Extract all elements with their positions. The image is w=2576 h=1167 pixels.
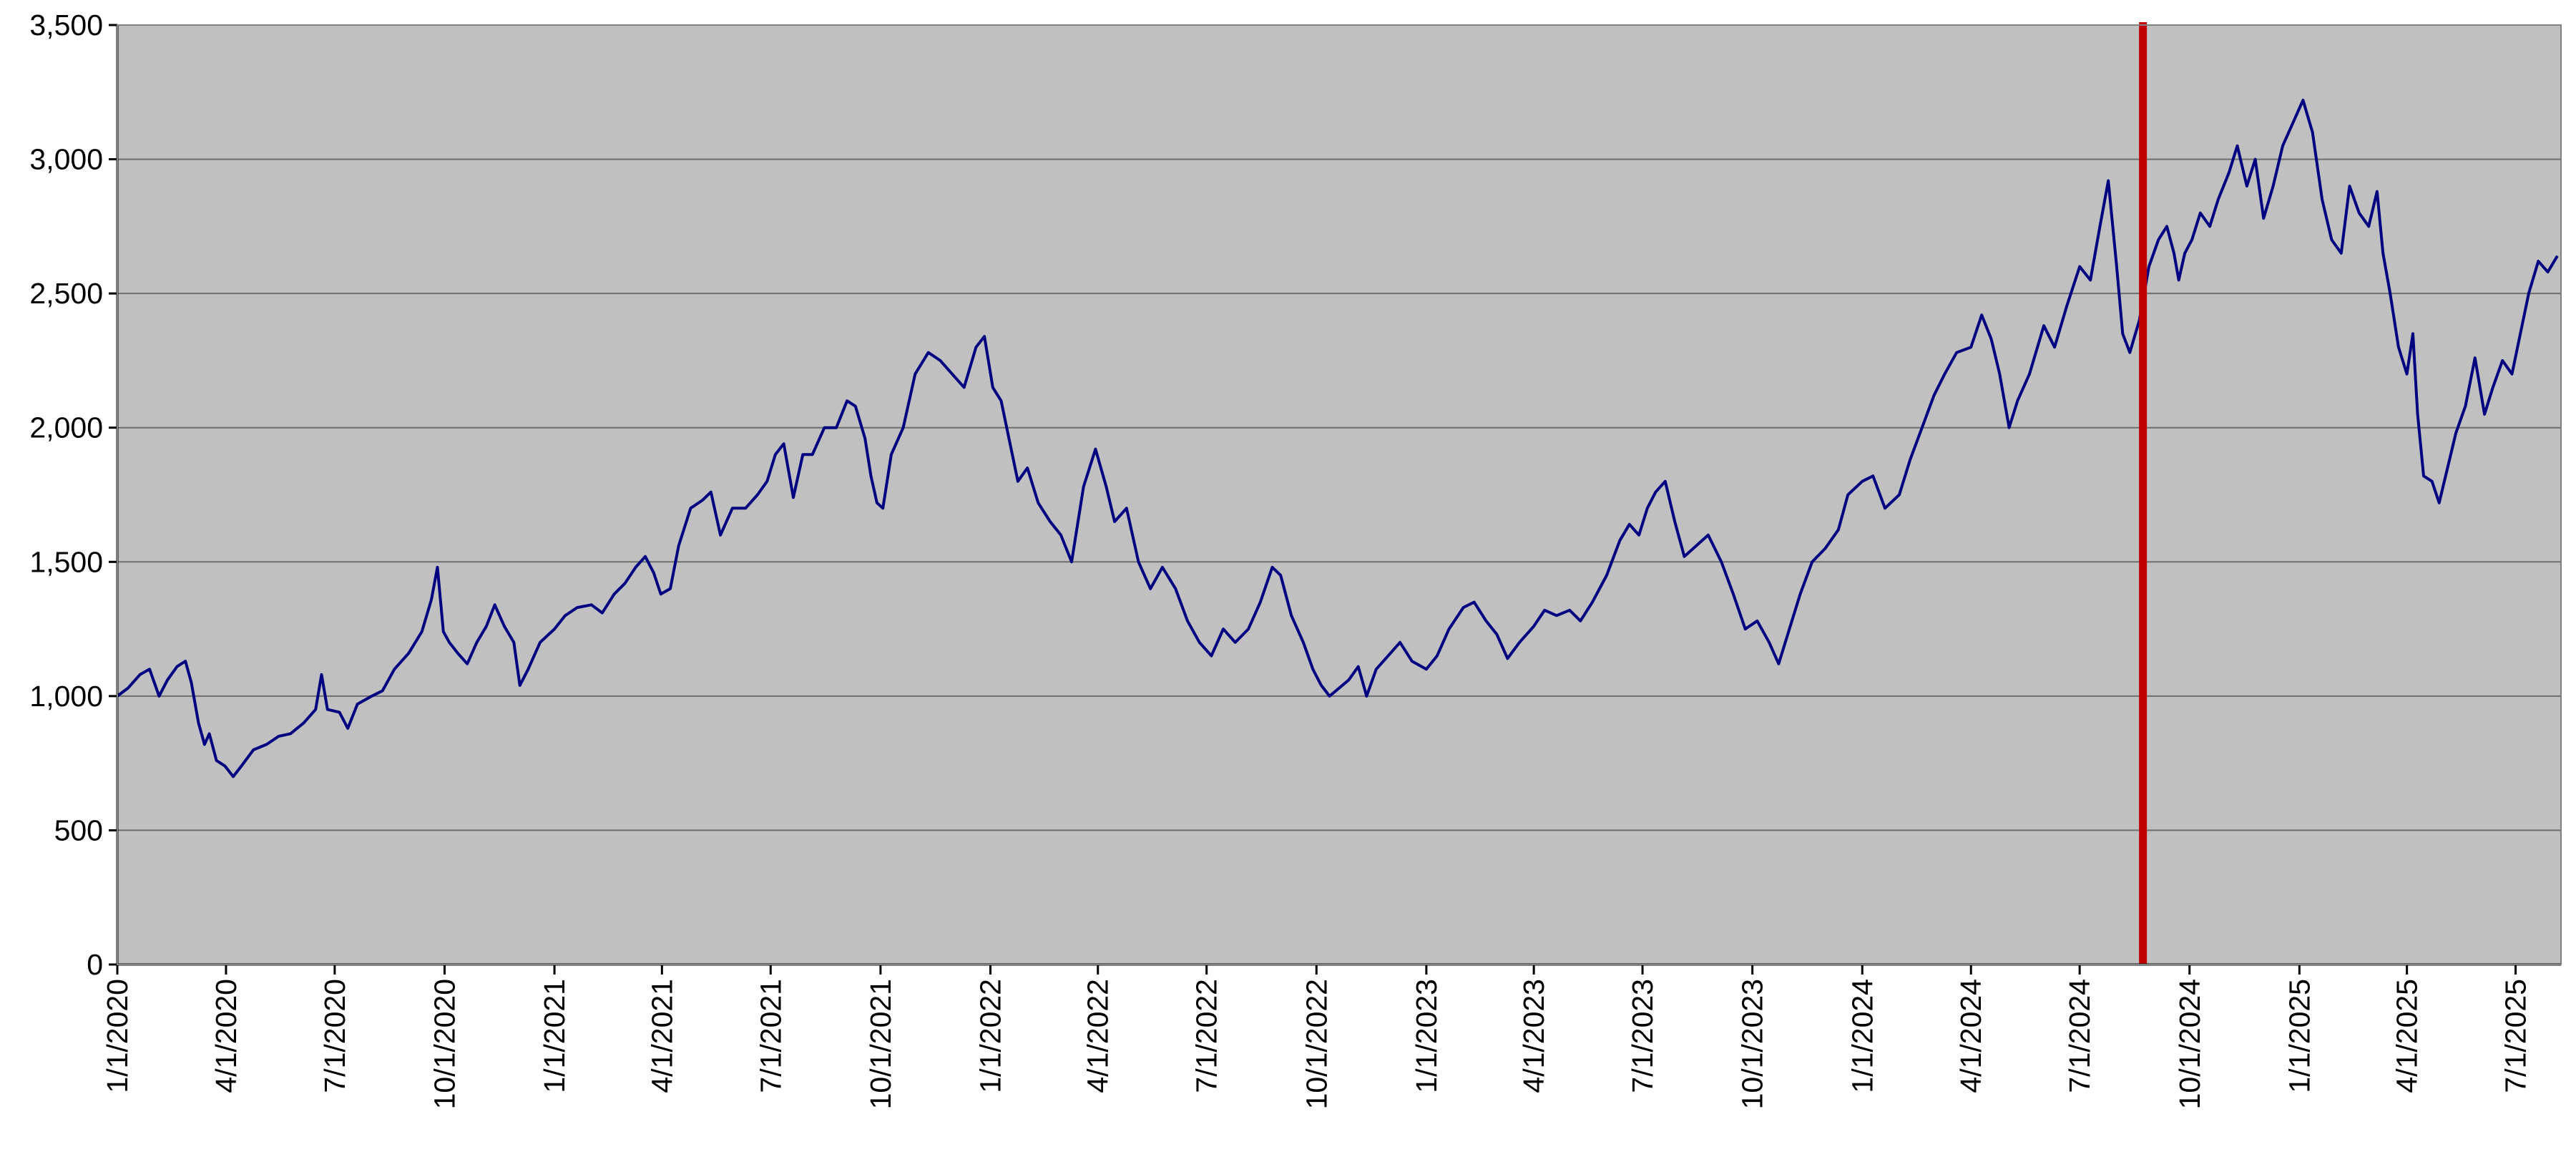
y-tick-label: 3,500	[29, 9, 103, 41]
x-tick-label: 10/1/2021	[864, 979, 897, 1109]
y-tick-label: 2,500	[29, 277, 103, 310]
x-tick-label: 10/1/2020	[428, 979, 461, 1109]
x-tick-label: 7/1/2021	[754, 979, 787, 1093]
series-line	[116, 99, 2559, 778]
x-tick-label: 7/1/2025	[2499, 979, 2532, 1093]
x-tick-label: 7/1/2024	[2063, 979, 2096, 1093]
x-tick-label: 7/1/2023	[1626, 979, 1659, 1093]
x-tick-label: 4/1/2025	[2391, 979, 2424, 1093]
x-tick-label: 1/1/2025	[2283, 979, 2316, 1093]
x-tick-labels: 1/1/2020 4/1/2020 7/1/2020 10/1/2020 1/1/202…	[101, 979, 2532, 1109]
x-tick-marks	[116, 965, 2517, 975]
x-tick-label: 1/1/2022	[974, 979, 1007, 1093]
x-tick-label: 10/1/2024	[2173, 979, 2206, 1109]
x-tick-label: 4/1/2023	[1517, 979, 1550, 1093]
x-tick-label: 10/1/2022	[1300, 979, 1333, 1109]
x-tick-label: 1/1/2020	[101, 979, 134, 1093]
x-tick-label: 1/1/2024	[1846, 979, 1879, 1093]
y-tick-label: 0	[87, 948, 103, 981]
x-tick-label: 1/1/2023	[1410, 979, 1443, 1093]
y-tick-label: 2,000	[29, 411, 103, 444]
y-tick-labels: 0 500 1,000 1,500 2,000 2,500 3,000 3,500	[29, 9, 103, 981]
plot-area	[117, 25, 2561, 965]
x-tick-label: 4/1/2022	[1082, 979, 1115, 1093]
y-tick-label: 1,500	[29, 545, 103, 578]
plot-frame	[117, 24, 2562, 965]
y-tick-marks	[109, 24, 117, 966]
x-tick-label: 4/1/2021	[645, 979, 678, 1093]
x-tick-label: 4/1/2020	[210, 979, 243, 1093]
y-tick-label: 3,000	[29, 143, 103, 176]
y-tick-label: 500	[54, 814, 103, 846]
x-tick-label: 7/1/2022	[1190, 979, 1223, 1093]
y-tick-label: 1,000	[29, 680, 103, 713]
x-tick-label: 10/1/2023	[1736, 979, 1769, 1109]
x-tick-label: 7/1/2020	[318, 979, 351, 1093]
x-tick-label: 1/1/2021	[538, 979, 571, 1093]
x-tick-label: 4/1/2024	[1954, 979, 1987, 1093]
